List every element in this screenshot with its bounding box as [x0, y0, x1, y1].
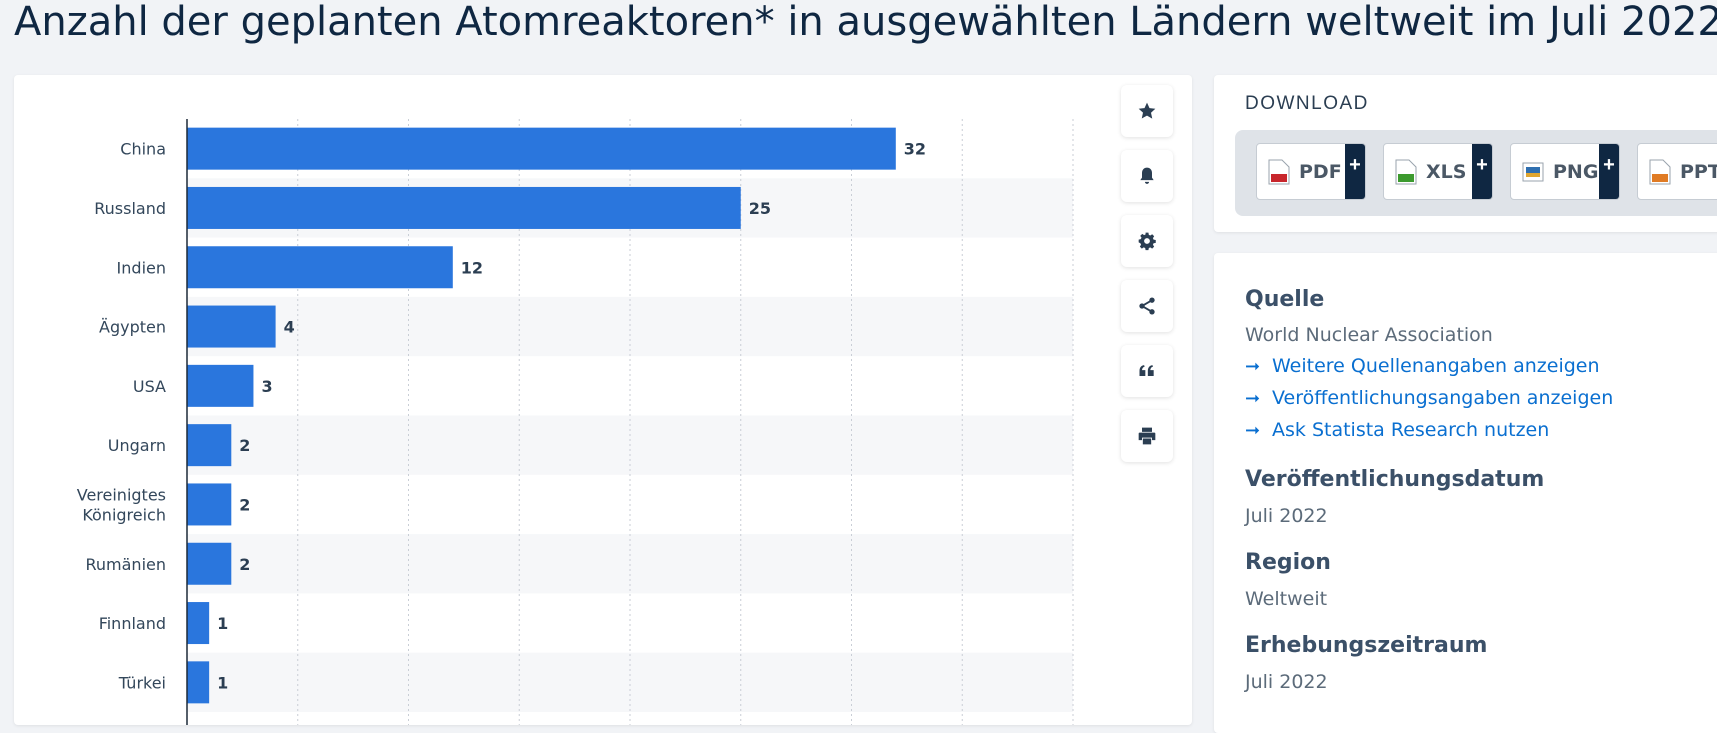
category-label: Rumänien	[86, 555, 167, 574]
bar	[187, 127, 896, 170]
survey-period-heading: Erhebungszeitraum	[1245, 633, 1488, 658]
bell-icon	[1140, 167, 1154, 184]
chart-card: 32 China 25 Russland 12 Indien 4 Ägypten 3 USA 2 Un…	[14, 75, 1192, 725]
category-label: Ungarn	[108, 436, 166, 455]
value-label: 12	[461, 258, 483, 277]
pdf-file-icon	[1268, 159, 1290, 185]
category-label: Türkei	[118, 673, 166, 692]
category-label: Indien	[117, 258, 166, 277]
arrow-right-icon: ➞	[1245, 355, 1261, 377]
category-label: Königreich	[82, 505, 166, 524]
ppt-file-icon	[1649, 159, 1671, 185]
region-value: Weltweit	[1245, 588, 1328, 610]
cite-button[interactable]	[1121, 345, 1173, 397]
notification-button[interactable]	[1121, 150, 1173, 202]
download-png-button[interactable]: PNG +	[1510, 143, 1620, 200]
value-label: 2	[239, 495, 250, 514]
value-label: 3	[261, 377, 272, 396]
bar	[187, 186, 741, 229]
download-ppt-button[interactable]: PPT	[1637, 143, 1717, 200]
value-label: 2	[239, 436, 250, 455]
download-pdf-plus[interactable]: +	[1345, 144, 1365, 199]
category-label: Finnland	[99, 614, 166, 633]
share-icon	[1139, 297, 1155, 315]
value-label: 32	[904, 140, 926, 159]
settings-button[interactable]	[1121, 215, 1173, 267]
source-heading: Quelle	[1245, 287, 1325, 312]
bar-chart: 32China25Russland12Indien4Ägypten3USA2Un…	[77, 119, 1074, 725]
row-band	[187, 296, 1073, 357]
publication-date-value: Juli 2022	[1245, 505, 1328, 527]
download-xls-button[interactable]: XLS +	[1383, 143, 1493, 200]
category-label: Vereinigtes	[77, 485, 166, 504]
bar	[187, 483, 232, 526]
category-label: USA	[133, 377, 166, 396]
bar	[187, 542, 232, 585]
value-label: 1	[217, 673, 228, 692]
value-label: 2	[239, 555, 250, 574]
quote-icon	[1139, 365, 1154, 376]
bar	[187, 364, 254, 407]
arrow-right-icon: ➞	[1245, 419, 1261, 441]
more-sources-link[interactable]: ➞ Weitere Quellenangaben anzeigen	[1245, 355, 1600, 377]
share-button[interactable]	[1121, 280, 1173, 332]
print-button[interactable]	[1121, 410, 1173, 462]
publication-details-link[interactable]: ➞ Veröffentlichungsangaben anzeigen	[1245, 387, 1614, 409]
bar	[187, 305, 276, 348]
region-heading: Region	[1245, 550, 1331, 575]
value-label: 25	[749, 199, 771, 218]
ask-research-link[interactable]: ➞ Ask Statista Research nutzen	[1245, 419, 1550, 441]
bar	[187, 424, 232, 467]
download-title: DOWNLOAD	[1245, 93, 1369, 114]
value-label: 1	[217, 614, 228, 633]
category-label: China	[120, 140, 166, 159]
download-panel: DOWNLOAD PDF + XLS + PNG + P	[1214, 75, 1717, 232]
value-label: 4	[284, 318, 295, 337]
favorite-button[interactable]	[1121, 85, 1173, 137]
xls-file-icon	[1395, 159, 1417, 185]
info-panel: Quelle World Nuclear Association ➞ Weite…	[1214, 253, 1717, 733]
source-value: World Nuclear Association	[1245, 324, 1493, 346]
bar	[187, 246, 453, 289]
png-file-icon	[1522, 159, 1544, 185]
print-icon	[1138, 427, 1156, 445]
row-band	[187, 652, 1073, 712]
survey-period-value: Juli 2022	[1245, 671, 1328, 693]
gear-icon	[1138, 232, 1156, 251]
download-pdf-button[interactable]: PDF +	[1256, 143, 1366, 200]
download-png-plus[interactable]: +	[1599, 144, 1619, 199]
bar	[187, 602, 210, 645]
page-title: Anzahl der geplanten Atomreaktoren* in a…	[14, 0, 1717, 45]
arrow-right-icon: ➞	[1245, 387, 1261, 409]
publication-date-heading: Veröffentlichungsdatum	[1245, 467, 1545, 492]
bar	[187, 661, 210, 704]
download-tray: PDF + XLS + PNG + PPT	[1235, 130, 1717, 216]
download-xls-plus[interactable]: +	[1472, 144, 1492, 199]
category-label: Ägypten	[99, 318, 166, 337]
star-icon	[1138, 102, 1156, 119]
row-band	[187, 534, 1073, 594]
category-label: Russland	[94, 199, 166, 218]
